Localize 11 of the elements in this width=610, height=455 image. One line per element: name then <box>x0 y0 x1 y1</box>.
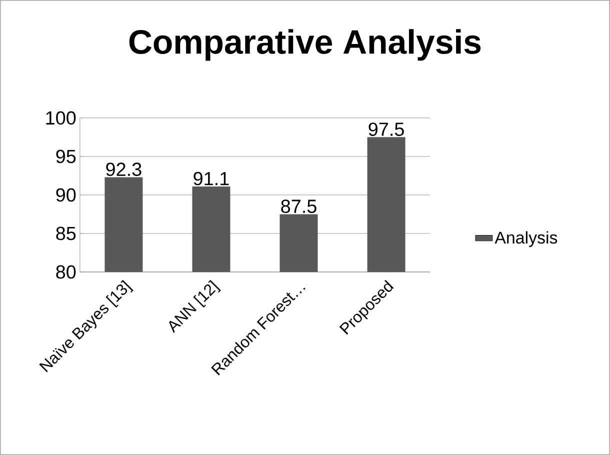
y-tick-label: 100 <box>46 111 76 125</box>
y-tick-label: 95 <box>56 150 76 164</box>
data-label: 97.5 <box>368 122 404 136</box>
legend-label: Analysis <box>494 231 558 248</box>
chart-title: Comparative Analysis <box>129 29 481 61</box>
y-tick-label: 80 <box>56 265 76 279</box>
data-label: 87.5 <box>281 200 316 214</box>
data-label: 91.1 <box>194 172 229 186</box>
y-tick-label: 85 <box>56 226 76 240</box>
data-label: 92.3 <box>106 162 142 176</box>
y-tick-label: 90 <box>56 188 76 202</box>
